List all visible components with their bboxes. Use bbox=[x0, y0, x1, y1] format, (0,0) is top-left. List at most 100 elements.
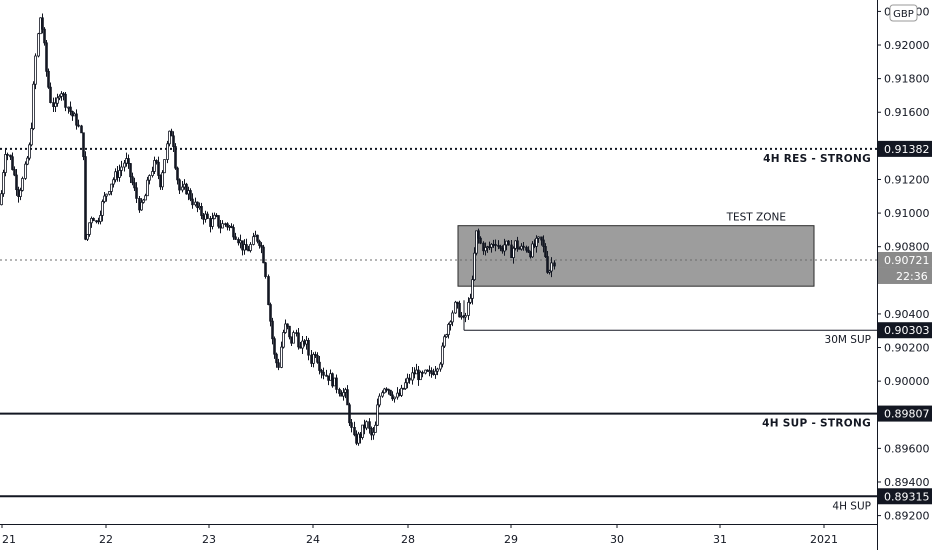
candle bbox=[421, 370, 424, 378]
candle-body bbox=[138, 197, 141, 211]
candle bbox=[140, 198, 143, 211]
candle bbox=[108, 190, 111, 196]
candle-body bbox=[548, 270, 551, 273]
candle bbox=[449, 320, 452, 331]
candle-body bbox=[9, 154, 12, 158]
candle-body bbox=[467, 301, 470, 316]
candle bbox=[49, 82, 52, 104]
candle bbox=[365, 420, 368, 431]
candle-body bbox=[338, 388, 341, 394]
candle-body bbox=[127, 158, 130, 164]
candle bbox=[454, 300, 457, 314]
candle bbox=[331, 372, 334, 388]
candle bbox=[320, 368, 323, 379]
candle bbox=[473, 247, 476, 281]
candle bbox=[542, 235, 545, 253]
candle-body bbox=[24, 163, 27, 179]
candle-body bbox=[185, 183, 188, 195]
candle-body bbox=[344, 389, 347, 393]
candle bbox=[157, 156, 160, 180]
candle-body bbox=[439, 363, 442, 370]
candle bbox=[6, 152, 9, 161]
candle-body bbox=[80, 125, 83, 134]
candle-body bbox=[348, 404, 351, 424]
candle bbox=[260, 242, 263, 254]
time-axis[interactable] bbox=[0, 524, 877, 550]
candle-body bbox=[295, 332, 298, 334]
candle bbox=[110, 183, 113, 196]
y-tick-label: 0.91000 bbox=[884, 207, 930, 220]
candle bbox=[550, 257, 553, 278]
candle bbox=[230, 223, 233, 229]
candle-body bbox=[219, 225, 222, 229]
candle-body bbox=[146, 179, 149, 197]
candle bbox=[280, 341, 283, 369]
candle-body bbox=[307, 339, 310, 356]
candle-body bbox=[458, 302, 461, 318]
candle-body bbox=[224, 223, 227, 226]
candle bbox=[430, 367, 433, 378]
x-tick-label: 31 bbox=[713, 533, 727, 546]
candle bbox=[286, 323, 289, 330]
x-tick-label: 21 bbox=[2, 533, 16, 546]
candle-body bbox=[47, 70, 50, 88]
candle-body bbox=[404, 382, 407, 390]
candle bbox=[312, 352, 315, 368]
candle-body bbox=[518, 247, 521, 250]
candle-body bbox=[488, 246, 491, 249]
currency-badge[interactable] bbox=[889, 4, 918, 22]
candle-body bbox=[520, 245, 523, 250]
candle bbox=[406, 373, 409, 389]
candle-body bbox=[460, 315, 463, 318]
candle bbox=[436, 367, 439, 376]
candle-body bbox=[168, 130, 171, 145]
candle-body bbox=[77, 124, 80, 127]
candle bbox=[322, 367, 325, 380]
candle bbox=[475, 230, 478, 256]
candle-body bbox=[90, 217, 93, 224]
candle-body bbox=[387, 388, 390, 391]
candle-body bbox=[142, 199, 145, 203]
y-tick-label: 0.89200 bbox=[884, 510, 930, 523]
candle-body bbox=[490, 243, 493, 248]
candle bbox=[123, 159, 126, 172]
candle bbox=[34, 53, 37, 90]
candle bbox=[45, 40, 48, 77]
candle bbox=[54, 97, 57, 113]
candle-body bbox=[275, 353, 278, 364]
candle bbox=[378, 393, 381, 408]
current-price-tag-text: 0.90721 bbox=[884, 254, 930, 267]
candle bbox=[151, 166, 154, 178]
candle-body bbox=[282, 332, 285, 348]
candle-body bbox=[301, 340, 304, 349]
candle bbox=[64, 91, 67, 112]
candle-body bbox=[75, 113, 78, 126]
candle bbox=[174, 143, 177, 170]
level-30m-sup-label: 30M SUP bbox=[825, 334, 871, 346]
candle-body bbox=[43, 28, 46, 44]
candle-body bbox=[329, 373, 332, 381]
candle-body bbox=[194, 201, 197, 206]
candle-body bbox=[112, 179, 115, 185]
candle bbox=[408, 373, 411, 384]
candle-body bbox=[11, 156, 14, 170]
candle bbox=[288, 325, 291, 340]
candle bbox=[191, 193, 194, 209]
test-zone-label: TEST ZONE bbox=[726, 212, 786, 224]
level-4h-sup-price-tag-text: 0.89315 bbox=[884, 490, 930, 503]
candle-body bbox=[69, 106, 72, 112]
level-4h-res-strong-price-tag bbox=[878, 140, 932, 157]
candle bbox=[307, 337, 310, 361]
test-zone-rect[interactable] bbox=[457, 225, 815, 287]
candle bbox=[92, 217, 95, 222]
candle-body bbox=[428, 370, 431, 373]
candle-body bbox=[269, 304, 272, 322]
candle-body bbox=[249, 244, 252, 251]
candle-body bbox=[402, 387, 405, 390]
candle-body bbox=[131, 176, 134, 184]
x-tick-label: 22 bbox=[99, 533, 113, 546]
candle-body bbox=[181, 186, 184, 191]
candle bbox=[469, 293, 472, 305]
